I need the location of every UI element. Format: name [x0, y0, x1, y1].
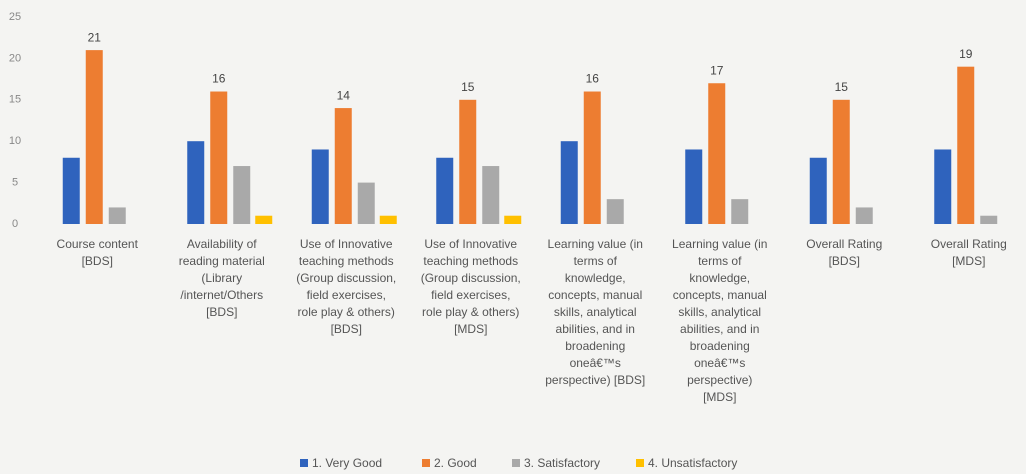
x-tick-label: skills, analytical: [554, 305, 637, 319]
x-tick-label: knowledge,: [565, 271, 626, 285]
bar: [980, 215, 998, 224]
x-tick-label: teaching methods: [423, 254, 518, 268]
x-tick-label: [BDS]: [829, 254, 860, 268]
x-tick-label: Learning value (in: [548, 237, 643, 251]
bar: [85, 50, 103, 225]
data-label: 15: [461, 80, 475, 94]
x-tick-label: broadening: [690, 339, 750, 353]
bar: [583, 91, 601, 225]
x-tick-label: field exercises,: [307, 288, 386, 302]
x-tick-label: Overall Rating: [931, 237, 1007, 251]
x-tick-label: role play & others): [298, 305, 395, 319]
bar: [809, 157, 827, 224]
x-tick-label: field exercises,: [431, 288, 510, 302]
legend-label: 4. Unsatisfactory: [648, 456, 737, 470]
y-tick-label: 5: [12, 177, 18, 189]
bar: [255, 215, 273, 224]
bar: [187, 141, 205, 224]
x-tick-label: concepts, manual: [673, 288, 767, 302]
x-tick-label: [MDS]: [454, 322, 487, 336]
y-tick-label: 15: [9, 94, 21, 106]
bar: [334, 108, 352, 224]
x-tick-label: concepts, manual: [548, 288, 642, 302]
data-label: 16: [586, 72, 600, 86]
x-tick-label: [BDS]: [206, 305, 237, 319]
x-tick-label: Learning value (in: [672, 237, 767, 251]
bar: [731, 199, 749, 224]
x-tick-label: Use of Innovative: [300, 237, 393, 251]
bar: [832, 99, 850, 224]
x-tick-label: role play & others): [422, 305, 519, 319]
x-tick-label: Course content: [57, 237, 139, 251]
legend-swatch: [636, 459, 644, 467]
x-tick-label: terms of: [574, 254, 618, 268]
x-tick-label: Use of Innovative: [424, 237, 517, 251]
x-tick-label: abilities, and in: [680, 322, 759, 336]
bar: [210, 91, 228, 225]
x-tick-label: abilities, and in: [556, 322, 635, 336]
x-tick-label: [BDS]: [331, 322, 362, 336]
x-tick-label: teaching methods: [299, 254, 394, 268]
bar: [379, 215, 397, 224]
data-label: 14: [337, 88, 351, 102]
bar: [560, 141, 578, 224]
x-tick-label: oneâ€™s: [694, 356, 745, 370]
bar: [482, 166, 500, 224]
x-tick-label: skills, analytical: [678, 305, 761, 319]
legend-swatch: [512, 459, 520, 467]
x-tick-label: broadening: [565, 339, 625, 353]
x-tick-label: [MDS]: [703, 390, 736, 404]
y-tick-label: 20: [9, 52, 21, 64]
legend-swatch: [300, 459, 308, 467]
bar: [855, 207, 873, 224]
x-tick-label: /internet/Others: [180, 288, 263, 302]
data-label: 19: [959, 47, 973, 61]
legend-label: 3. Satisfactory: [524, 456, 600, 470]
x-tick-label: [BDS]: [82, 254, 113, 268]
data-label: 17: [710, 63, 724, 77]
x-tick-label: oneâ€™s: [570, 356, 621, 370]
bar: [108, 207, 126, 224]
x-tick-label: (Library: [201, 271, 242, 285]
x-tick-label: (Group discussion,: [296, 271, 396, 285]
bar: [957, 66, 975, 225]
x-tick-label: knowledge,: [689, 271, 750, 285]
y-tick-label: 0: [12, 218, 18, 230]
data-label: 15: [835, 80, 849, 94]
bar: [233, 166, 251, 224]
x-tick-label: reading material: [179, 254, 265, 268]
bar: [708, 83, 726, 225]
bar: [436, 157, 454, 224]
legend-swatch: [422, 459, 430, 467]
x-tick-label: terms of: [698, 254, 742, 268]
x-tick-label: perspective) [BDS]: [545, 373, 645, 387]
legend-label: 1. Very Good: [312, 456, 382, 470]
bar: [459, 99, 477, 224]
bar: [357, 182, 375, 224]
data-label: 21: [88, 30, 102, 44]
y-tick-label: 10: [9, 135, 21, 147]
bar: [504, 215, 522, 224]
bar: [311, 149, 329, 224]
bar: [606, 199, 624, 224]
data-label: 16: [212, 72, 226, 86]
bar: [685, 149, 703, 224]
x-tick-label: [MDS]: [952, 254, 985, 268]
bar: [62, 157, 80, 224]
bar: [934, 149, 952, 224]
legend-label: 2. Good: [434, 456, 477, 470]
x-tick-label: Availability of: [187, 237, 257, 251]
x-tick-label: (Group discussion,: [421, 271, 521, 285]
y-tick-label: 25: [9, 11, 21, 23]
x-tick-label: perspective): [687, 373, 752, 387]
x-tick-label: Overall Rating: [806, 237, 882, 251]
